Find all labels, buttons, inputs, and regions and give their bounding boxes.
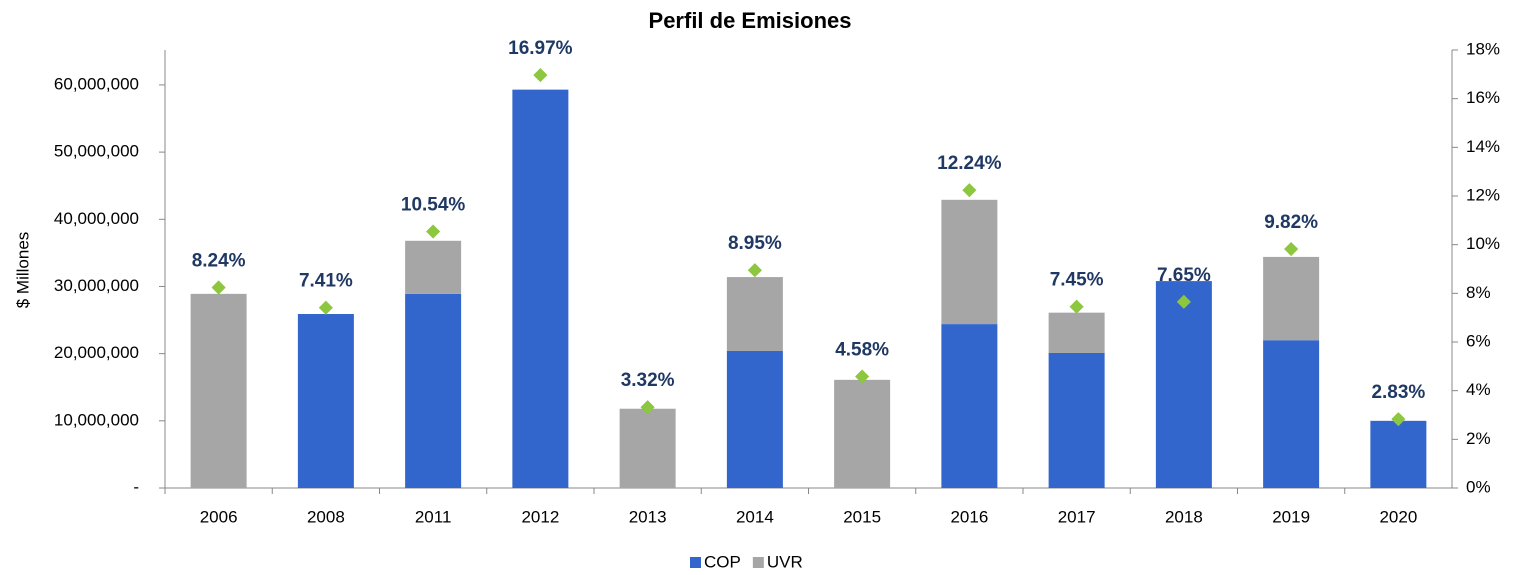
y-tick-label: - [133,477,139,496]
y-tick-label: 50,000,000 [54,142,139,161]
bar [1263,256,1320,341]
x-tick-label: 2020 [1379,507,1417,526]
x-tick-label: 2012 [521,507,559,526]
chart-title: Perfil de Emisiones [649,8,852,33]
x-tick-label: 2015 [843,507,881,526]
bar [1048,312,1105,353]
legend-label: COP [704,552,741,571]
y-tick-label: 60,000,000 [54,74,139,93]
legend-swatch [752,557,764,568]
marker [640,400,655,415]
data-label: 8.95% [728,233,782,254]
marker [855,369,870,384]
bar [512,89,569,488]
bar [1263,340,1320,488]
x-tick-label: 2019 [1272,507,1310,526]
bar [190,293,247,488]
marker [426,224,441,239]
x-tick-label: 2013 [629,507,667,526]
bar [1155,281,1212,488]
x-tick-label: 2018 [1165,507,1203,526]
data-label: 7.65% [1157,265,1211,286]
data-label: 7.41% [299,271,353,292]
bar [1370,420,1427,488]
data-label: 8.24% [192,251,246,272]
y-tick-label: 30,000,000 [54,276,139,295]
y2-tick-label: 16% [1466,88,1500,107]
bar [941,199,998,325]
marker [962,183,977,198]
bar [619,408,676,488]
y-tick-label: 20,000,000 [54,343,139,362]
bar [726,350,783,488]
marker [1391,412,1406,427]
data-label: 9.82% [1264,212,1318,233]
marker [211,280,226,295]
y2-tick-label: 14% [1466,137,1500,156]
bar [297,314,354,488]
x-tick-label: 2017 [1058,507,1096,526]
data-label: 7.45% [1050,270,1104,291]
data-label: 16.97% [508,38,573,59]
data-label: 12.24% [937,153,1002,174]
y2-tick-label: 18% [1466,39,1500,58]
data-label: 2.83% [1371,382,1425,403]
bar [1048,352,1105,488]
marker [318,300,333,315]
marker [533,67,548,83]
legend-swatch [690,557,701,568]
x-tick-label: 2008 [307,507,345,526]
data-label: 4.58% [835,340,889,361]
y-tick-label: 10,000,000 [54,410,139,429]
marker [747,263,762,278]
data-label: 10.54% [401,195,466,216]
x-tick-label: 2014 [736,507,774,526]
marker [1284,241,1299,257]
y2-tick-label: 4% [1466,380,1491,399]
y2-tick-label: 8% [1466,283,1491,302]
y-tick-label: 40,000,000 [54,209,139,228]
bar [726,277,783,351]
y2-tick-label: 6% [1466,331,1491,350]
bar [834,379,891,488]
bar [405,240,462,294]
y2-tick-label: 10% [1466,234,1500,253]
legend-label: UVR [767,552,803,571]
y2-tick-label: 12% [1466,185,1500,204]
x-tick-label: 2016 [950,507,988,526]
marker [1069,299,1084,314]
bar [941,324,998,488]
marker [1176,294,1191,309]
data-label: 3.32% [621,370,675,391]
y2-tick-label: 0% [1466,477,1491,496]
y-axis-label: $ Millones [13,232,32,309]
x-tick-label: 2006 [200,507,238,526]
x-tick-label: 2011 [415,507,452,526]
bar [405,293,462,488]
y2-tick-label: 2% [1466,429,1491,448]
